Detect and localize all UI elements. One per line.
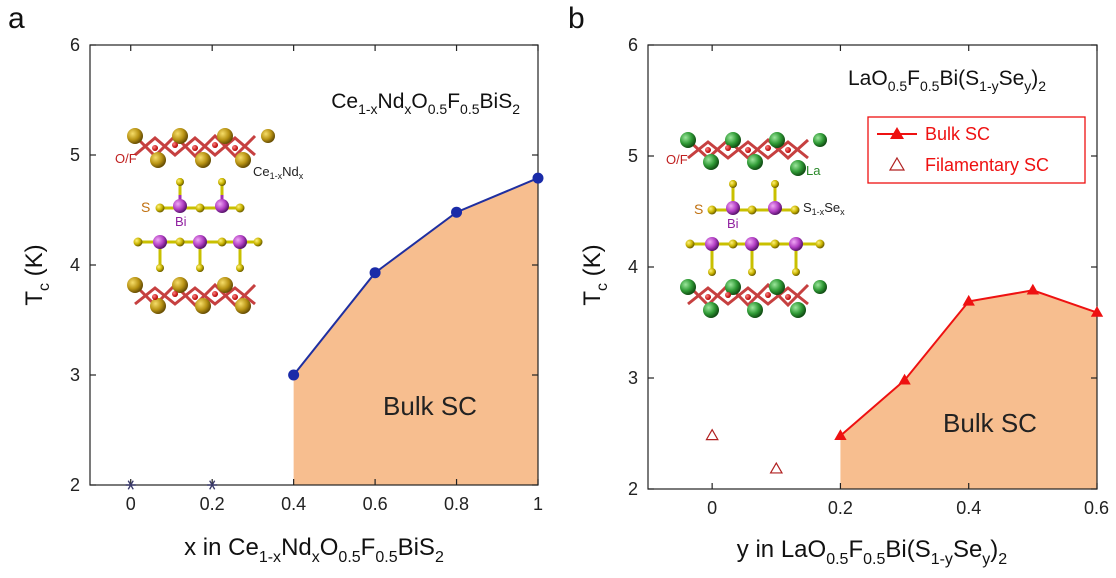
y-tick-label: 3 [628, 368, 638, 388]
s-label-b: S [694, 201, 703, 217]
legend-marker-filamentary-sc [888, 156, 906, 171]
data-point-a [532, 172, 544, 184]
plot-frame-b [647, 44, 1098, 490]
panel-b-label: b [568, 2, 585, 35]
non-sc-point-a [207, 480, 218, 490]
x-tick-label: 0.4 [281, 494, 306, 514]
y-axis-label-a: Tc (K) [21, 244, 53, 305]
legend-label-filamentary-sc: Filamentary SC [925, 155, 1049, 175]
x-tick-label: 0.2 [200, 494, 225, 514]
o-f-label-a: O/F [115, 151, 137, 166]
x-tick-label: 0.2 [828, 498, 853, 518]
data-point-a [369, 267, 381, 279]
region-label-b: Bulk SC [943, 408, 1037, 438]
x-tick-label: 0 [126, 494, 136, 514]
y-tick-label: 2 [70, 475, 80, 495]
formula-annotation-b: LaO0.5F0.5Bi(S1-ySey)2 [848, 67, 1046, 94]
data-point-bulk-sc [898, 373, 911, 385]
data-point-a [451, 206, 463, 218]
y-tick-label: 3 [70, 365, 80, 385]
x-axis-label-a: x in Ce1-xNdxO0.5F0.5BiS2 [184, 534, 444, 566]
panel-b: 2 3 4 5 6 0 0.2 0.4 0.6 Bulk SC LaO0.5F0… [579, 35, 1109, 568]
x-tick-label: 0.6 [363, 494, 388, 514]
bi-label-a: Bi [175, 214, 187, 229]
bulk-sc-region-a [293, 178, 538, 485]
data-point-bulk-sc [1026, 283, 1040, 295]
region-label-a: Bulk SC [383, 391, 477, 421]
legend-b: Bulk SC Filamentary SC [867, 116, 1086, 184]
crystal-structure-inset-b: O/F La S Bi S1-xSex [666, 132, 845, 318]
x-axis-label-b: y in LaO0.5F0.5Bi(S1-ySey)2 [737, 536, 1008, 568]
panel-a: 2 3 4 5 6 0 0.2 0.4 0.6 0.8 1 Bulk SC Ce… [21, 35, 544, 566]
formula-annotation-a: Ce1-xNdxO0.5F0.5BiS2 [331, 90, 520, 117]
data-point-bulk-sc [962, 294, 975, 306]
data-point-bulk-sc [834, 429, 847, 440]
y-tick-label: 4 [70, 255, 80, 275]
legend-label-bulk-sc: Bulk SC [925, 124, 990, 144]
data-point-bulk-sc [1090, 306, 1104, 317]
y-tick-label: 6 [70, 35, 80, 55]
y-tick-label: 4 [628, 257, 638, 277]
plot-frame-a [89, 44, 539, 486]
y-axis-label-b: Tc (K) [579, 244, 611, 305]
y-tick-label: 2 [628, 479, 638, 499]
bulk-sc-region-b [840, 290, 1097, 489]
data-point-filamentary-sc [705, 428, 719, 441]
cation-label-b: La [806, 163, 821, 178]
legend-marker-bulk-sc [890, 127, 904, 139]
data-point-a [288, 369, 300, 381]
x-tick-label: 0 [707, 498, 717, 518]
se-label-b: S1-xSex [803, 200, 845, 217]
o-f-label-b: O/F [666, 152, 688, 167]
x-tick-label: 0.6 [1084, 498, 1109, 518]
legend-box [867, 116, 1086, 184]
x-tick-label: 0.8 [444, 494, 469, 514]
y-tick-label: 5 [628, 146, 638, 166]
crystal-structure-inset-a: O/F Ce1-xNdx S Bi [115, 128, 304, 314]
s-label-a: S [141, 199, 150, 215]
x-tick-label: 1 [533, 494, 543, 514]
y-tick-label: 6 [628, 35, 638, 55]
y-tick-label: 5 [70, 145, 80, 165]
series-line-a [292, 177, 539, 376]
data-point-filamentary-sc [769, 461, 784, 474]
x-tick-label: 0.4 [956, 498, 981, 518]
bi-label-b: Bi [727, 216, 739, 231]
cation-label-a: Ce1-xNdx [253, 164, 304, 181]
non-sc-point-a [125, 480, 136, 490]
panel-a-label: a [8, 2, 25, 35]
